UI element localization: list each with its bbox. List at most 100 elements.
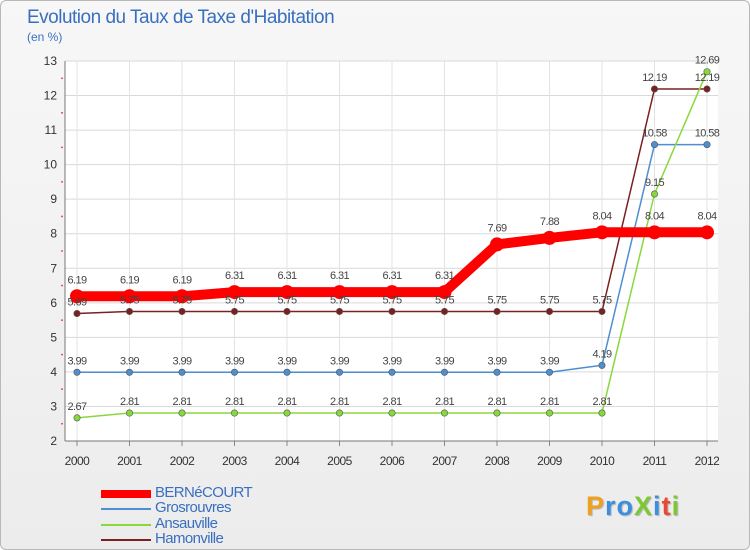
data-label-bern-court: 6.31	[225, 270, 244, 282]
data-label-bern-court: 6.31	[435, 270, 454, 282]
data-point-bern-court	[332, 285, 347, 300]
data-point-ansauville	[178, 409, 186, 417]
data-label-ansauville: 2.81	[592, 396, 611, 408]
data-label-bern-court: 8.04	[697, 210, 716, 222]
logo-letter: t	[661, 491, 672, 521]
data-point-ansauville	[126, 409, 134, 417]
legend-label: BERNéCOURT	[155, 484, 253, 501]
data-label-ansauville: 2.81	[172, 396, 191, 408]
data-point-ansauville	[650, 190, 658, 198]
y-minor-tick	[61, 422, 63, 425]
data-label-hamonville: 5.75	[330, 294, 349, 306]
y-tick-label: 11	[45, 123, 58, 137]
x-tick-label: 2012	[695, 454, 721, 468]
y-minor-tick	[61, 111, 63, 114]
data-point-grosrouvres	[231, 368, 239, 376]
data-label-ansauville: 2.81	[540, 396, 559, 408]
data-label-bern-court: 6.31	[330, 270, 349, 282]
data-point-ansauville	[545, 409, 553, 417]
data-label-ansauville: 2.81	[382, 396, 401, 408]
y-tick-label: 12	[44, 89, 58, 103]
data-label-hamonville: 5.75	[540, 294, 559, 306]
data-point-hamonville	[126, 307, 134, 315]
data-label-ansauville: 2.81	[435, 396, 454, 408]
data-point-ansauville	[440, 409, 448, 417]
data-label-hamonville: 5.75	[592, 294, 611, 306]
legend-swatch	[101, 539, 151, 541]
y-minor-tick	[61, 146, 63, 149]
logo-letter: i	[653, 491, 662, 521]
data-point-hamonville	[231, 307, 239, 315]
x-tick-label: 2008	[485, 454, 511, 468]
data-label-bern-court: 7.88	[540, 216, 559, 228]
data-label-ansauville: 2.81	[277, 396, 296, 408]
data-label-grosrouvres: 3.99	[487, 355, 506, 367]
x-tick-label: 2011	[643, 454, 668, 468]
y-tick-label: 13	[44, 54, 58, 68]
chart-subtitle: (en %)	[27, 30, 63, 44]
legend-label: Hamonville	[155, 530, 224, 547]
data-point-bern-court	[280, 285, 294, 300]
y-tick-label: 10	[44, 158, 58, 172]
data-label-hamonville: 12.19	[695, 72, 720, 84]
data-label-bern-court: 6.19	[120, 274, 139, 286]
x-tick-label: 2004	[275, 454, 301, 468]
legend-label: Ansauville	[155, 515, 218, 532]
data-label-grosrouvres: 3.99	[382, 355, 401, 367]
logo-letter: X	[634, 491, 654, 521]
data-label-grosrouvres: 3.99	[120, 355, 139, 367]
x-tick-label: 2001	[117, 454, 143, 468]
chart-title: Evolution du Taux de Taxe d'Habitation	[27, 7, 335, 28]
y-minor-tick	[61, 77, 63, 80]
data-label-bern-court: 6.31	[382, 270, 401, 282]
data-label-hamonville: 5.75	[487, 294, 506, 306]
data-point-hamonville	[493, 307, 501, 315]
data-point-grosrouvres	[440, 368, 448, 376]
data-point-hamonville	[73, 310, 81, 318]
data-point-hamonville	[650, 85, 658, 93]
x-tick-label: 2005	[327, 454, 353, 468]
y-minor-tick	[61, 353, 63, 356]
data-label-hamonville: 5.75	[120, 294, 139, 306]
data-point-hamonville	[545, 307, 553, 315]
data-point-hamonville	[178, 307, 186, 315]
data-label-hamonville: 5.75	[277, 294, 296, 306]
data-point-hamonville	[388, 307, 396, 315]
data-label-bern-court: 6.31	[277, 270, 296, 282]
data-point-grosrouvres	[178, 368, 186, 376]
data-label-ansauville: 2.67	[67, 401, 86, 413]
x-tick-label: 2006	[380, 454, 406, 468]
data-point-ansauville	[703, 68, 711, 76]
data-label-grosrouvres: 10.58	[642, 128, 667, 140]
data-point-hamonville	[283, 307, 291, 315]
data-label-bern-court: 6.19	[67, 274, 86, 286]
data-point-ansauville	[231, 409, 239, 417]
y-tick-label: 2	[50, 434, 57, 448]
data-point-bern-court	[70, 289, 84, 304]
y-minor-tick	[61, 388, 63, 391]
data-label-hamonville: 5.75	[435, 294, 454, 306]
logo-letter: i	[671, 491, 681, 521]
legend-swatch	[101, 490, 151, 498]
x-tick-label: 2000	[65, 454, 91, 468]
data-label-grosrouvres: 3.99	[172, 355, 191, 367]
data-label-bern-court: 6.19	[172, 274, 191, 286]
data-point-ansauville	[493, 409, 501, 417]
legend-swatch	[101, 524, 151, 526]
data-point-grosrouvres	[703, 141, 711, 149]
data-label-grosrouvres: 4.19	[592, 348, 611, 360]
data-point-bern-court	[700, 225, 714, 240]
data-point-hamonville	[335, 307, 343, 315]
data-label-grosrouvres: 3.99	[330, 355, 349, 367]
data-point-ansauville	[283, 409, 291, 417]
data-point-bern-court	[595, 225, 609, 240]
y-tick-label: 4	[50, 365, 57, 379]
data-point-grosrouvres	[388, 368, 396, 376]
data-point-grosrouvres	[545, 368, 553, 376]
data-point-bern-court	[175, 289, 189, 304]
data-point-grosrouvres	[335, 368, 343, 376]
x-tick-label: 2002	[170, 454, 196, 468]
data-point-bern-court	[647, 225, 662, 240]
y-tick-label: 5	[50, 330, 57, 344]
